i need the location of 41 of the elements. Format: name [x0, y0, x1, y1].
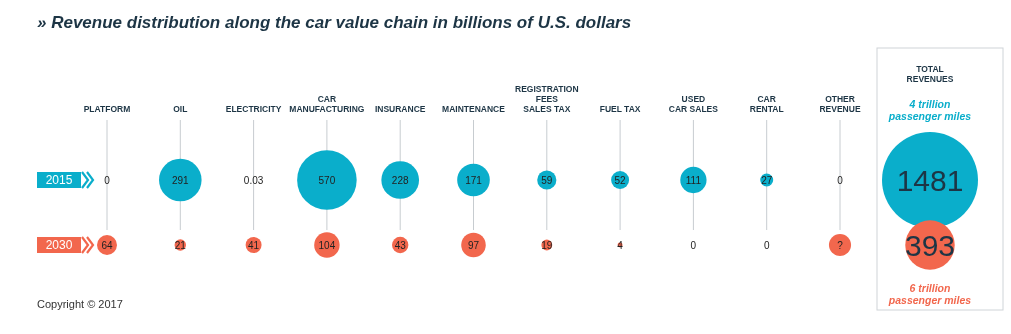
category-label: REGISTRATION FEES SALES TAX — [515, 84, 579, 114]
data-label: 43 — [394, 239, 407, 251]
text: 6 trillion passenger miles — [887, 282, 972, 306]
text: 4 trillion passenger miles — [887, 98, 972, 122]
data-label: ? — [837, 239, 844, 251]
category-label: PLATFORM — [83, 104, 131, 114]
data-label: 27 — [761, 174, 773, 186]
data-label: 64 — [101, 239, 113, 251]
category-label: CAR MANUFACTURING — [289, 94, 365, 114]
data-label: 52 — [614, 174, 627, 186]
data-label: 111 — [685, 174, 702, 186]
data-label: 0.03 — [243, 174, 264, 186]
data-label: 171 — [465, 174, 483, 186]
legend-label: 2030 — [45, 238, 73, 253]
data-label: 104 — [318, 239, 336, 251]
data-label: 228 — [391, 174, 409, 186]
category-label: CAR RENTAL — [749, 94, 784, 114]
category-label: OIL — [173, 104, 188, 114]
text: Copyright © 2017 — [37, 298, 123, 310]
category-label: FUEL TAX — [599, 104, 641, 114]
legend-label: 2015 — [45, 173, 73, 188]
data-label: 0 — [104, 174, 111, 186]
data-label: 21 — [174, 239, 187, 251]
data-label: 0 — [763, 239, 770, 251]
data-label: 97 — [467, 239, 480, 251]
category-label: USED CAR SALES — [668, 94, 719, 114]
data-label: 41 — [248, 239, 260, 251]
data-label: 291 — [171, 174, 190, 186]
data-label: 1481 — [896, 163, 964, 197]
category-label: MAINTENANCE — [442, 104, 506, 114]
data-label: 0 — [690, 239, 697, 251]
data-label: 59 — [541, 174, 553, 186]
category-label: ELECTRICITY — [225, 104, 282, 114]
text: » Revenue distribution along the car value chain in billions of U.S. dollars — [37, 13, 632, 32]
category-label: TOTAL REVENUES — [906, 64, 954, 84]
category-label: OTHER REVENUE — [819, 94, 861, 114]
data-label: 19 — [541, 239, 553, 251]
category-label: INSURANCE — [374, 104, 426, 114]
data-label: 0 — [837, 174, 844, 186]
data-label: 570 — [318, 174, 336, 186]
data-label: 393 — [904, 228, 956, 262]
